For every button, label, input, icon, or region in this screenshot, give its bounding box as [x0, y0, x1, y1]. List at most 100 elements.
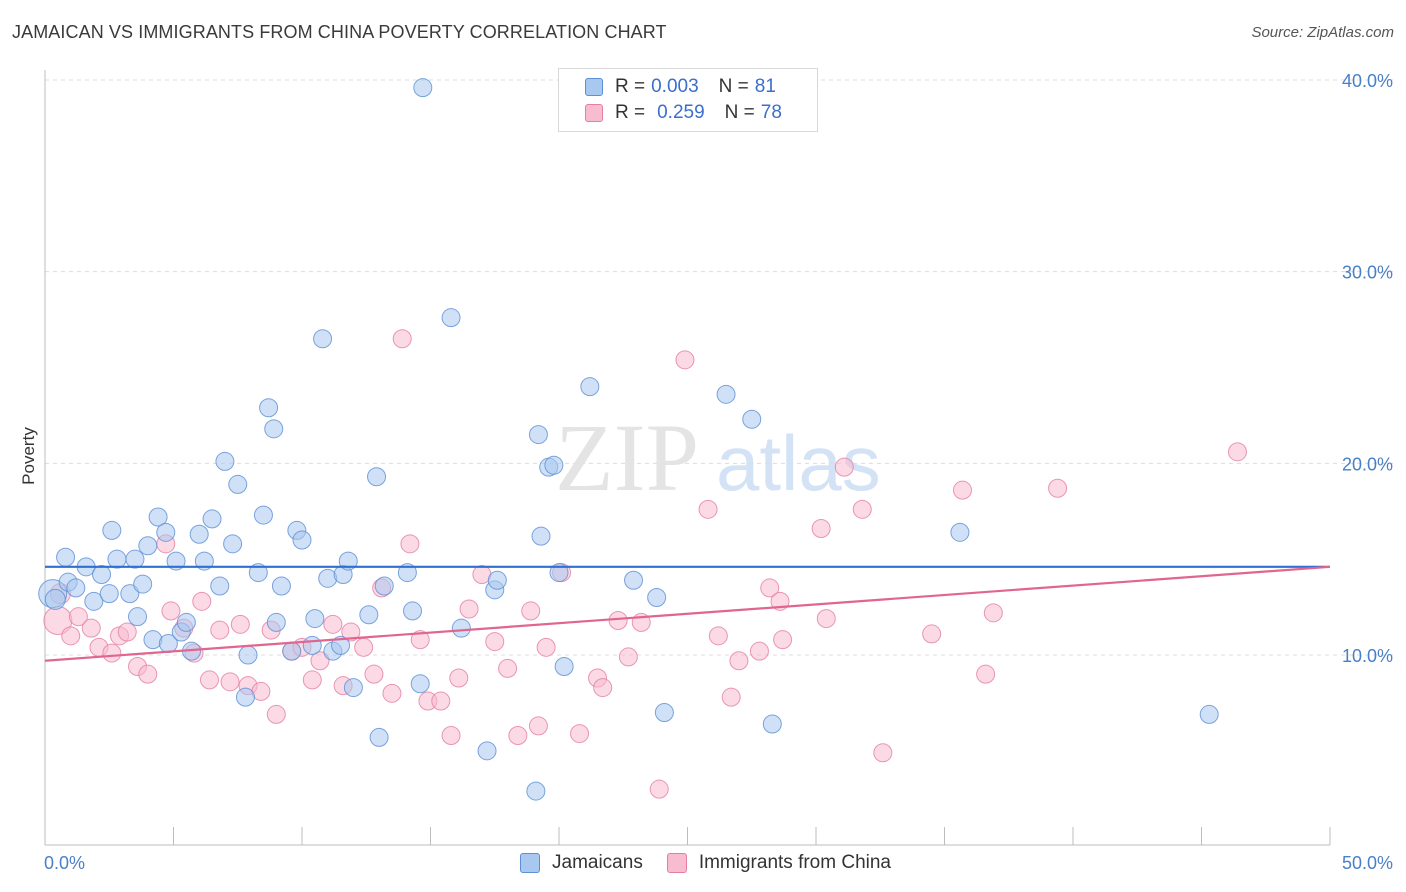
jamaicans-point: [292, 530, 312, 550]
china-point: [760, 578, 780, 598]
x-tick-label: 50.0%: [1342, 853, 1393, 873]
jamaicans-point: [133, 574, 153, 594]
series-legend: Jamaicans Immigrants from China: [520, 852, 915, 874]
china-point: [508, 726, 528, 745]
china-point: [773, 630, 793, 650]
jamaicans-point: [302, 635, 322, 655]
china-point: [485, 632, 505, 652]
jamaicans-point: [647, 588, 667, 607]
jamaicans-point: [544, 455, 564, 475]
jamaicans-point: [228, 474, 248, 494]
correlation-legend: R = 0.003 N = 81 R = 0.259 N = 78: [558, 68, 818, 132]
jamaicans-point: [413, 78, 433, 98]
china-point: [102, 643, 122, 663]
axes: [44, 70, 1331, 846]
y-axis-label: Poverty: [19, 427, 38, 485]
jamaicans-point: [313, 329, 333, 349]
jamaicans-point: [1199, 704, 1219, 724]
jamaicans-point: [166, 551, 186, 571]
china-point: [138, 664, 158, 684]
legend-item-jamaicans[interactable]: Jamaicans: [520, 852, 643, 874]
china-point: [498, 658, 518, 678]
jamaicans-point: [528, 425, 548, 445]
china-point: [976, 664, 996, 684]
china-point: [1048, 478, 1068, 498]
china-point: [400, 534, 420, 554]
china-point: [199, 670, 219, 690]
china-point: [61, 626, 81, 646]
jamaicans-point: [264, 419, 284, 439]
china-point: [266, 704, 286, 724]
china-point: [354, 637, 374, 657]
china-point: [528, 716, 548, 736]
legend-item-immigrants-from-china[interactable]: Immigrants from China: [666, 852, 891, 874]
y-tick-label: 40.0%: [1342, 71, 1393, 91]
jamaicans-point: [148, 507, 168, 527]
legend-r-value: 0.259: [657, 102, 705, 123]
china-point: [220, 672, 240, 692]
legend-n-label: N =: [724, 102, 755, 123]
jamaicans-point: [282, 641, 302, 661]
jamaicans-point: [441, 308, 461, 328]
y-tick-label: 20.0%: [1342, 454, 1393, 474]
jamaicans-point: [215, 451, 235, 471]
legend-row-china: R = 0.259 N = 78: [585, 100, 782, 126]
china-point: [1227, 442, 1247, 462]
china-point: [441, 726, 461, 745]
legend-r-value: 0.003: [651, 76, 699, 97]
jamaicans-point: [102, 520, 122, 540]
legend-swatch-pink: [585, 104, 603, 122]
legend-n-label: N =: [718, 76, 749, 97]
jamaicans-point: [403, 601, 423, 621]
china-point: [749, 641, 769, 661]
legend-n-value: 78: [760, 102, 782, 123]
china-point: [983, 603, 1003, 623]
jamaicans-point: [762, 714, 782, 734]
legend-swatch-blue: [520, 853, 540, 873]
jamaicans-point: [253, 505, 273, 525]
jamaicans-point: [554, 657, 574, 676]
source-credit: Source: ZipAtlas.com: [1251, 24, 1394, 41]
china-point: [649, 779, 669, 799]
watermark-atlas: atlas: [716, 419, 881, 507]
legend-n-value: 81: [754, 76, 776, 97]
jamaicans-point: [44, 588, 66, 610]
series-immigrants-from-china: [43, 329, 1247, 799]
legend-swatch-blue: [585, 78, 603, 96]
china-point: [192, 591, 212, 611]
jamaicans-point: [107, 549, 127, 569]
watermark: ZIP atlas: [555, 404, 881, 511]
china-point: [521, 601, 541, 621]
legend-row-jamaicans: R = 0.003 N = 81: [585, 74, 776, 100]
china-point: [410, 630, 430, 650]
jamaicans-point: [369, 727, 389, 747]
jamaicans-point: [526, 781, 546, 801]
jamaicans-point: [374, 576, 394, 596]
jamaicans-point: [210, 576, 230, 596]
tick-labels: 10.0% 20.0% 30.0% 40.0% 0.0% 50.0%: [44, 71, 1393, 873]
legend-swatch-pink: [666, 853, 687, 873]
y-tick-label: 10.0%: [1342, 646, 1393, 666]
jamaicans-point: [156, 522, 176, 542]
china-point: [570, 724, 590, 744]
jamaicans-point: [716, 384, 736, 404]
chart-title: JAMAICAN VS IMMIGRANTS FROM CHINA POVERT…: [12, 22, 667, 42]
china-point: [302, 670, 322, 690]
china-point: [536, 637, 556, 657]
watermark-zip: ZIP: [555, 404, 699, 511]
jamaicans-point: [120, 584, 140, 604]
jamaicans-point: [305, 609, 325, 629]
china-point: [323, 614, 343, 634]
china-point: [68, 607, 88, 627]
china-point: [230, 614, 250, 634]
jamaicans-point: [238, 645, 258, 665]
series-jamaicans: [38, 78, 1219, 801]
jamaicans-point: [194, 551, 214, 571]
china-point: [816, 609, 836, 629]
china-point: [117, 622, 137, 642]
china-point: [310, 651, 330, 671]
china-point: [161, 601, 181, 621]
jamaicans-point: [487, 570, 507, 590]
jamaicans-point: [125, 549, 145, 569]
china-point: [382, 683, 402, 703]
